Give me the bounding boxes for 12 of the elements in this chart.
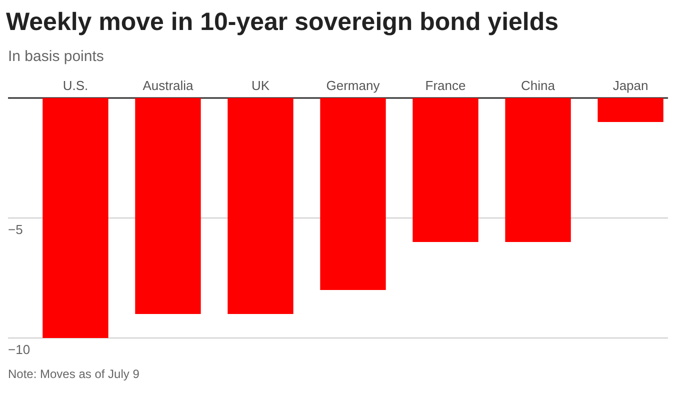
y-tick-label: −10	[8, 342, 30, 357]
chart-subtitle: In basis points	[8, 48, 104, 65]
x-tick-label: Japan	[612, 78, 648, 93]
x-tick-label: Australia	[142, 78, 194, 93]
x-tick-label: UK	[251, 78, 270, 93]
y-tick-label: −5	[8, 222, 23, 237]
x-tick-label: U.S.	[62, 78, 88, 93]
x-tick-label: France	[425, 78, 466, 93]
x-tick-label: Germany	[326, 78, 380, 93]
x-tick-label: China	[521, 78, 556, 93]
chart-title: Weekly move in 10-year sovereign bond yields	[6, 8, 559, 36]
text: Note: Moves as of July 9	[8, 367, 140, 381]
